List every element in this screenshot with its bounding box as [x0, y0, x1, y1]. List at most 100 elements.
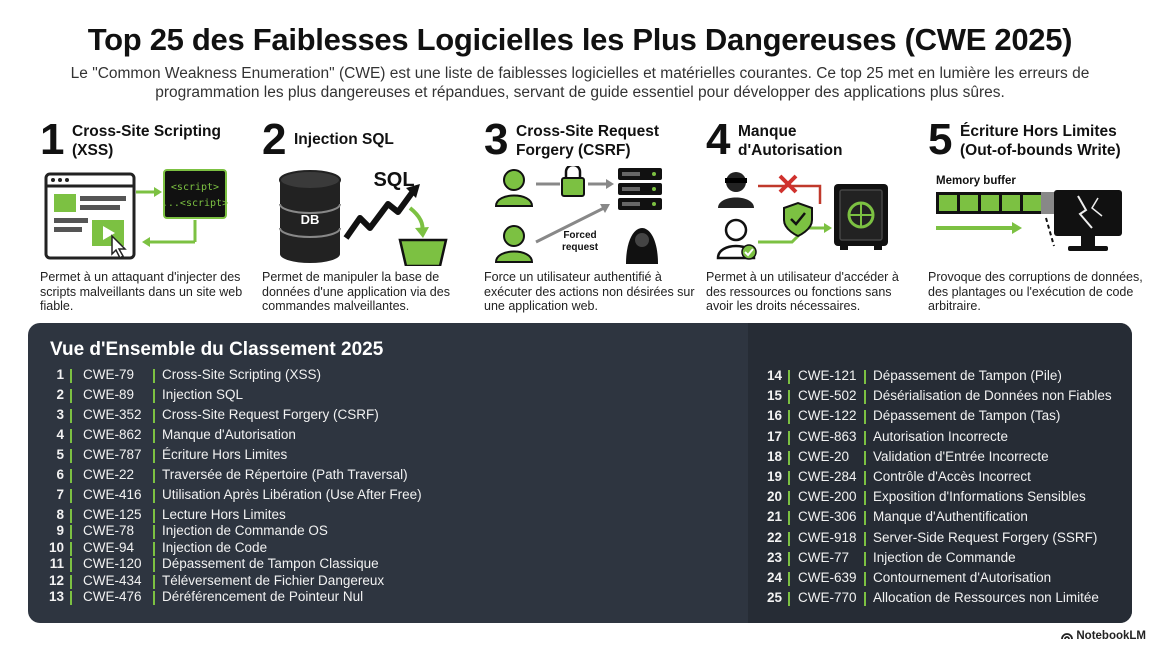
- svg-text:<script>: <script>: [171, 182, 219, 193]
- ranking-weakness-name: Autorisation Incorrecte: [873, 428, 1009, 444]
- ranking-weakness-name: Injection de Commande OS: [162, 523, 328, 538]
- ranking-divider: [153, 369, 155, 383]
- ranking-divider: [864, 592, 866, 607]
- ranking-rank: 23: [766, 549, 782, 565]
- ranking-cwe-code: CWE-502: [798, 388, 857, 404]
- card-sql-injection: 2 Injection SQL DB SQL Permet de manipul…: [262, 118, 482, 318]
- ranking-weakness-name: Dépassement de Tampon (Pile): [873, 368, 1062, 383]
- card-title: Cross-Site Scripting (XSS): [72, 123, 221, 159]
- card-description: Provoque des corruptions de données, des…: [928, 270, 1143, 313]
- ranking-weakness-name: Contournement d'Autorisation: [873, 570, 1052, 585]
- ranking-divider: [864, 491, 866, 506]
- ranking-rank: 9: [56, 523, 64, 538]
- ranking-weakness-name: Manque d'Authentification: [873, 509, 1028, 525]
- ranking-rank: 22: [766, 529, 782, 545]
- ranking-divider: [70, 489, 72, 503]
- ranking-divider: [788, 491, 790, 506]
- svg-text:request: request: [562, 242, 599, 253]
- ranking-row: 23 CWE-77 Injection de Commande: [754, 550, 1126, 568]
- ranking-rank: 14: [766, 368, 782, 383]
- lightning-icon: [343, 188, 417, 240]
- ranking-divider: [864, 531, 866, 546]
- script-code-icon: [163, 169, 227, 219]
- ranking-divider: [864, 450, 866, 465]
- ranking-title: Vue d'Ensemble du Classement 2025: [50, 339, 384, 360]
- ranking-weakness-name: Exposition d'Informations Sensibles: [873, 489, 1086, 505]
- ranking-divider: [788, 572, 790, 586]
- server-icon: [618, 168, 662, 210]
- ranking-divider: [70, 509, 72, 523]
- ranking-rank: 16: [766, 408, 782, 424]
- ranking-cwe-code: CWE-20: [798, 448, 850, 464]
- csrf-illustration: Forced request: [494, 166, 662, 264]
- ranking-rank: 12: [48, 572, 64, 588]
- svg-text:SQL: SQL: [373, 169, 414, 191]
- ranking-panel: Vue d'Ensemble du Classement 2025 1 CWE-7…: [28, 323, 1132, 623]
- ranking-weakness-name: Déréférencement de Pointeur Nul: [162, 589, 364, 604]
- ranking-rank: 11: [49, 556, 64, 571]
- cursor-icon: [111, 234, 127, 260]
- memory-buffer-illustration: Memory buffer: [936, 175, 1122, 251]
- ranking-cwe-code: CWE-78: [83, 523, 135, 538]
- ranking-row: 20 CWE-200 Exposition d'Informations Sensi…: [754, 489, 1126, 507]
- ranking-row: 5 CWE-787 Écriture Hors Limites: [36, 447, 726, 465]
- ranking-divider: [153, 591, 155, 605]
- card-out-of-bounds-write: 5 Écriture Hors Limites (Out-of-bounds W…: [928, 118, 1148, 318]
- hacker-icon: [626, 228, 658, 264]
- ranking-divider: [788, 450, 790, 465]
- ranking-cwe-code: CWE-79: [83, 367, 135, 382]
- brand-logo: NotebookLM: [1061, 630, 1146, 642]
- memory-buffer-icon: [936, 192, 1055, 214]
- safe-icon: [834, 184, 888, 250]
- card-csrf: 3 Cross-Site Request Forgery (CSRF) F: [484, 118, 704, 318]
- ranking-row: 19 CWE-284 Contrôle d'Accès Incorrect: [754, 469, 1126, 487]
- svg-text:Memory buffer: Memory buffer: [936, 175, 1016, 187]
- ranking-divider: [70, 469, 72, 483]
- ranking-cwe-code: CWE-863: [798, 428, 857, 444]
- ranking-divider: [70, 541, 72, 556]
- broken-monitor-icon: [1054, 190, 1122, 251]
- ranking-divider: [153, 509, 155, 523]
- ranking-row: 17 CWE-863 Autorisation Incorrecte: [754, 429, 1126, 447]
- ranking-divider: [70, 389, 72, 403]
- ranking-cwe-code: CWE-121: [798, 368, 857, 383]
- ranking-row: 2 CWE-89 Injection SQL: [36, 387, 726, 405]
- ranking-divider: [153, 469, 155, 483]
- ranking-cwe-code: CWE-416: [83, 487, 142, 502]
- intro-text: Le "Common Weakness Enumeration" (CWE) e…: [70, 65, 1090, 101]
- ranking-weakness-name: Cross-Site Scripting (XSS): [162, 367, 322, 382]
- ranking-weakness-name: Désérialisation de Données non Fiables: [873, 388, 1112, 404]
- ranking-divider: [153, 389, 155, 403]
- ranking-divider: [864, 572, 866, 586]
- xss-illustration: <script> ...<script>: [44, 169, 228, 260]
- ranking-cwe-code: CWE-77: [798, 549, 850, 565]
- ranking-rank: 4: [56, 427, 64, 442]
- ranking-divider: [788, 430, 790, 445]
- ranking-weakness-name: Manque d'Autorisation: [162, 427, 296, 442]
- ranking-row: 6 CWE-22 Traversée de Répertoire (Path Tra…: [36, 467, 726, 485]
- cross-icon: [778, 174, 798, 194]
- ranking-rank: 10: [48, 539, 64, 555]
- card-number: 1: [40, 115, 65, 164]
- ranking-divider: [788, 511, 790, 526]
- ranking-divider: [864, 551, 866, 566]
- card-title: Cross-Site Request Forgery (CSRF): [516, 123, 659, 159]
- ranking-rank: 1: [56, 367, 64, 382]
- ranking-divider: [788, 471, 790, 485]
- ranking-row: 1 CWE-79 Cross-Site Scripting (XSS): [36, 367, 726, 385]
- lock-icon: [561, 166, 585, 197]
- ranking-divider: [864, 390, 866, 405]
- database-icon: DB: [279, 170, 341, 263]
- ranking-divider: [153, 429, 155, 443]
- ranking-divider: [864, 410, 866, 425]
- ranking-weakness-name: Utilisation Après Libération (Use After …: [162, 487, 422, 502]
- ranking-cwe-code: CWE-434: [83, 572, 142, 588]
- ranking-weakness-name: Validation d'Entrée Incorrecte: [873, 448, 1049, 464]
- card-xss: 1 Cross-Site Scripting (XSS) <script> ..…: [40, 118, 260, 318]
- user-icon: [494, 225, 534, 263]
- card-description: Permet à un utilisateur d'accéder à des …: [706, 270, 899, 313]
- ranking-row: 9 CWE-78 Injection de Commande OS: [36, 523, 726, 541]
- shield-check-icon: [783, 201, 813, 238]
- svg-text:Forced: Forced: [563, 230, 596, 241]
- ranking-row: 21 CWE-306 Manque d'Authentification: [754, 509, 1126, 527]
